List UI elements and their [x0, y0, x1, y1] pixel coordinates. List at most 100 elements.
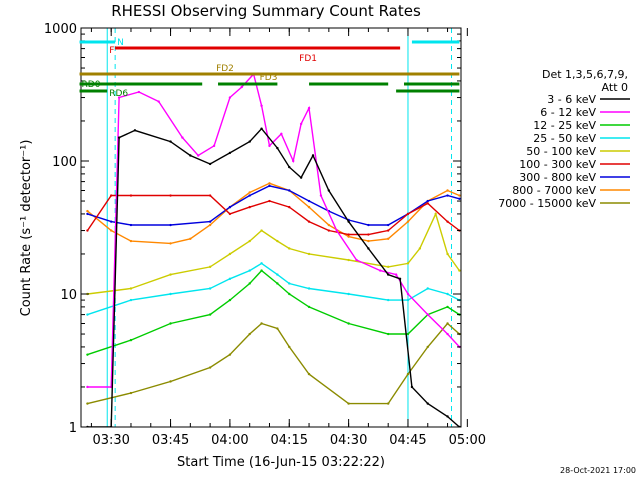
data-point: [288, 205, 291, 209]
data-point: [458, 194, 461, 197]
data-point: [129, 391, 133, 395]
series-line-300-800-kev: [87, 185, 460, 226]
data-point: [299, 176, 303, 179]
data-point: [394, 273, 398, 276]
data-point: [129, 223, 133, 227]
data-point: [228, 205, 232, 209]
data-point: [386, 265, 390, 269]
data-point: [288, 282, 291, 285]
data-point: [347, 220, 350, 223]
legend-label: 50 - 100 keV: [526, 145, 596, 158]
data-point: [129, 239, 133, 243]
y-axis-label: Count Rate (s⁻¹ detector⁻¹): [19, 140, 34, 317]
data-point: [355, 258, 358, 262]
y-tick-label: 10: [60, 288, 77, 303]
x-tick-label: 03:45: [152, 433, 189, 448]
data-point: [260, 322, 263, 325]
data-point: [129, 287, 133, 290]
data-point: [86, 229, 89, 232]
data-point: [458, 197, 461, 200]
data-point: [248, 194, 251, 197]
data-point: [86, 212, 89, 216]
data-point: [133, 129, 137, 132]
data-point: [208, 220, 212, 223]
data-point: [276, 327, 279, 330]
data-point: [406, 372, 410, 376]
data-point: [208, 287, 212, 290]
data-point: [228, 212, 232, 216]
data-point: [276, 239, 279, 243]
data-point: [169, 380, 172, 383]
data-point: [248, 191, 251, 194]
data-point: [248, 205, 251, 209]
data-point: [327, 189, 331, 192]
data-point: [169, 273, 172, 276]
data-point: [169, 242, 172, 245]
legend-label: 300 - 800 keV: [519, 171, 596, 184]
data-point: [169, 140, 172, 143]
data-point: [446, 194, 449, 197]
data-point: [288, 345, 291, 349]
data-point: [307, 252, 311, 256]
data-point: [319, 194, 323, 197]
flag-label-fd3: FD3: [260, 73, 278, 83]
data-point: [129, 298, 133, 302]
data-point: [406, 262, 410, 265]
x-tick-label: 05:00: [449, 433, 486, 448]
data-point: [307, 205, 311, 209]
data-point: [347, 292, 350, 296]
data-point: [228, 353, 232, 356]
flag-label-rd0: RD0: [82, 80, 101, 90]
data-point: [307, 372, 311, 376]
data-point: [418, 247, 422, 250]
data-point: [426, 402, 429, 405]
data-point: [208, 366, 212, 369]
x-tick-label: 03:30: [92, 433, 129, 448]
legend-label: 7000 - 15000 keV: [498, 197, 596, 210]
data-point: [86, 313, 89, 316]
data-point: [446, 415, 449, 418]
data-point: [260, 262, 263, 265]
data-point: [288, 247, 291, 250]
data-point: [299, 122, 303, 126]
data-point: [386, 229, 390, 232]
data-point: [248, 282, 251, 285]
data-point: [367, 247, 370, 250]
data-point: [208, 265, 212, 269]
data-point: [311, 154, 315, 157]
data-point: [367, 239, 370, 243]
flag-label-fd1: FD1: [299, 54, 317, 64]
data-point: [386, 298, 390, 302]
data-point: [248, 140, 251, 143]
data-point: [446, 292, 449, 296]
data-point: [307, 287, 311, 290]
chart-title: RHESSI Observing Summary Count Rates: [111, 2, 421, 20]
data-point: [446, 189, 449, 192]
flag-label-rd6: RD6: [109, 89, 128, 99]
data-point: [398, 277, 402, 281]
data-point: [86, 402, 89, 405]
data-point: [260, 269, 263, 272]
legend-header: Att 0: [602, 81, 628, 94]
data-point: [386, 223, 390, 227]
data-point: [248, 239, 251, 243]
legend-label: 100 - 300 keV: [519, 158, 596, 171]
data-point: [288, 189, 291, 192]
series-line-7000-15000-kev: [87, 322, 460, 405]
data-point: [268, 199, 271, 203]
data-point: [248, 269, 251, 272]
data-point: [86, 385, 89, 389]
data-point: [288, 165, 291, 169]
data-point: [260, 229, 263, 232]
data-point: [386, 237, 390, 241]
flag-label-n: N: [117, 38, 124, 48]
data-point: [129, 194, 133, 197]
data-point: [347, 402, 350, 405]
data-point: [446, 322, 449, 325]
data-point: [410, 385, 414, 389]
data-point: [169, 223, 172, 227]
series-line-25-50-kev: [87, 262, 460, 316]
data-point: [367, 223, 370, 227]
data-point: [86, 353, 89, 356]
